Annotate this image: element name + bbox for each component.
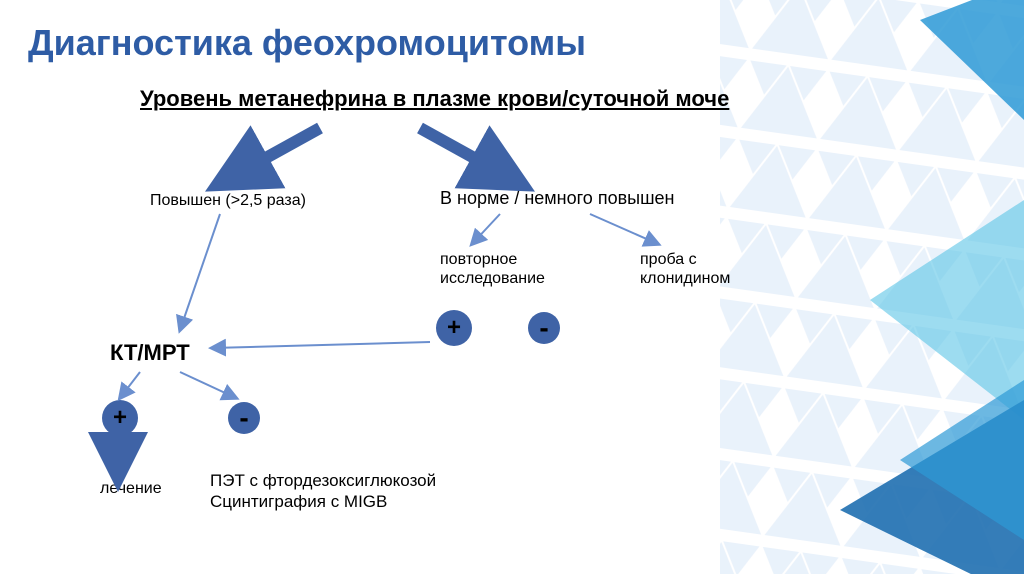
node-treatment: лечение [100,480,162,498]
slide-root: Диагностика феохромоцитомы Уровень метан… [0,0,1024,574]
node-clonidine: проба с клонидином [640,250,730,288]
node-normal: В норме / немного повышен [440,188,674,209]
node-repeat: повторное исследование [440,250,545,288]
circle-plus-ctmri: + [102,400,138,436]
node-elevated: Повышен (>2,5 раза) [150,192,306,210]
node-pet: ПЭТ с фтордезоксиглюкозой Сцинтиграфия с… [210,470,436,513]
subtitle: Уровень метанефрина в плазме крови/суточ… [140,86,729,112]
circle-minus-ctmri: - [228,402,260,434]
node-ctmri: КТ/МРТ [110,340,190,366]
circle-plus-repeat: + [436,310,472,346]
circle-minus-clonidine: - [528,312,560,344]
slide-title: Диагностика феохромоцитомы [28,22,586,64]
